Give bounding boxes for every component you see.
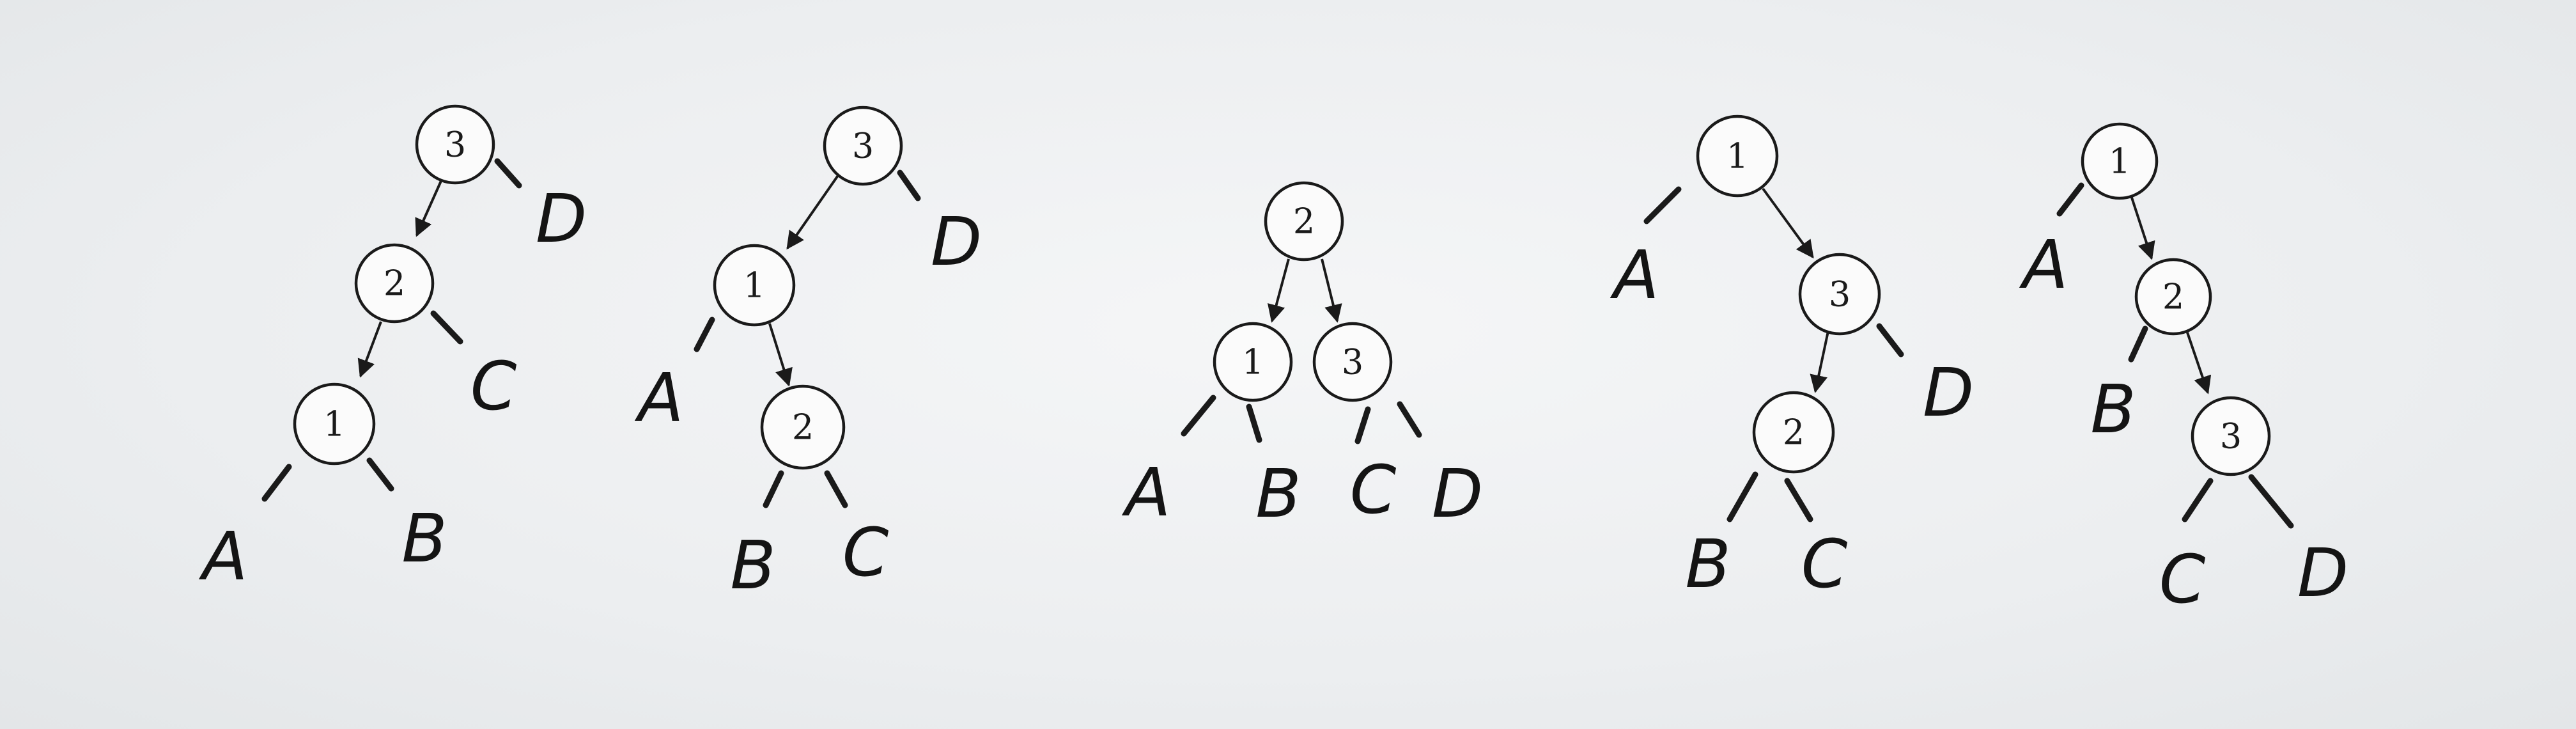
tree-node: 1 xyxy=(1213,322,1293,402)
stub-edge-1-left xyxy=(261,464,292,502)
edge-2-to-3 xyxy=(2186,332,2212,395)
tree-node-label: 1 xyxy=(2109,141,2130,182)
tree-node-label: 3 xyxy=(1342,342,1363,382)
tree-node-label: 1 xyxy=(1726,136,1748,176)
stub-edge-1-right xyxy=(366,457,394,492)
edge-2-to-3 xyxy=(1321,258,1342,323)
stub-edge-1-left xyxy=(1181,395,1216,437)
tree-node-label: 3 xyxy=(852,126,874,166)
leaf-label: B xyxy=(730,526,775,604)
stub-edge-2-right xyxy=(824,470,848,508)
stub-edge-3-right xyxy=(2248,474,2294,529)
tree-node: 2 xyxy=(1752,391,1835,474)
leaf-label: A xyxy=(634,359,683,437)
tree-node: 1 xyxy=(293,382,376,466)
leaf-label: B xyxy=(1685,525,1730,603)
leaf-label: C xyxy=(842,513,889,592)
tree-node: 3 xyxy=(823,106,903,186)
edge-3-to-2 xyxy=(1810,331,1829,393)
tree-node: 1 xyxy=(2081,122,2159,200)
leaf-label: D xyxy=(1432,455,1483,533)
edge-1-to-3 xyxy=(1762,187,1814,259)
leaf-label: A xyxy=(1610,236,1659,314)
tree-node-label: 3 xyxy=(2220,416,2242,457)
leaf-label: A xyxy=(198,517,247,595)
tree-node-label: 2 xyxy=(1783,412,1804,453)
stub-edge-2-left xyxy=(2128,325,2148,363)
leaf-label: A xyxy=(2019,226,2068,304)
tree-node: 1 xyxy=(1696,114,1779,198)
edge-3-to-2 xyxy=(415,180,442,237)
stub-edge-3-right xyxy=(1876,323,1904,357)
tree-node-label: 2 xyxy=(2162,277,2184,317)
leaf-label: C xyxy=(1801,525,1848,603)
tree-node-label: 3 xyxy=(1829,274,1851,315)
leaf-label: B xyxy=(401,499,447,577)
tree-1: 3 2 1 A B C D xyxy=(198,104,587,595)
stub-edge-1-left xyxy=(2056,182,2084,217)
stub-edge-3-right xyxy=(494,158,522,189)
tree-node: 2 xyxy=(2134,258,2212,336)
leaf-label: B xyxy=(2090,370,2136,448)
tree-node: 1 xyxy=(713,244,796,327)
stub-edge-2-left xyxy=(763,470,784,508)
leaf-label: C xyxy=(470,347,517,425)
tree-node: 2 xyxy=(1264,181,1344,262)
leaf-label: C xyxy=(2159,540,2206,618)
tree-node-label: 1 xyxy=(323,404,345,444)
tree-node-label: 2 xyxy=(1293,201,1315,242)
tree-node-label: 1 xyxy=(1242,342,1264,382)
tree-node: 3 xyxy=(415,104,495,185)
edge-2-to-1 xyxy=(1268,258,1290,323)
tree-5: 1 2 3 A B C D xyxy=(2019,122,2348,618)
leaf-label: D xyxy=(2297,534,2348,612)
stub-edge-1-right xyxy=(1246,404,1262,443)
stub-edge-3-right xyxy=(1397,401,1422,438)
stub-edge-1-left xyxy=(694,317,715,352)
tree-node: 3 xyxy=(2191,396,2271,476)
leaf-label: C xyxy=(1350,451,1397,529)
edge-3-to-1 xyxy=(786,173,840,250)
stub-edge-3-left xyxy=(2182,478,2214,522)
stub-edge-1-left xyxy=(1643,186,1682,224)
leaf-label: B xyxy=(1255,455,1301,533)
edge-1-to-2 xyxy=(2130,195,2155,260)
tree-node-label: 3 xyxy=(444,125,466,165)
leaf-label: D xyxy=(1923,354,1974,432)
tree-node: 2 xyxy=(760,384,846,470)
tree-node: 3 xyxy=(1798,253,1881,336)
stub-edge-2-right xyxy=(430,310,463,345)
tree-node: 3 xyxy=(1312,322,1393,402)
stub-edge-2-right xyxy=(1784,478,1813,522)
stub-edge-2-left xyxy=(1726,471,1758,522)
leaf-label: A xyxy=(1121,453,1170,531)
edge-2-to-1 xyxy=(357,321,382,378)
tree-2: 3 1 2 A B C D xyxy=(634,106,982,604)
tree-node-label: 1 xyxy=(743,265,765,306)
tree-3: 2 1 3 A B C D xyxy=(1121,181,1483,533)
leaf-label: D xyxy=(931,203,982,281)
leaf-label: D xyxy=(536,180,587,258)
tree-node: 2 xyxy=(354,243,435,324)
stub-edge-3-right xyxy=(897,169,921,201)
tree-node-label: 2 xyxy=(384,263,405,304)
tree-4: 1 3 2 A B C D xyxy=(1610,114,1974,603)
tree-node-label: 2 xyxy=(792,407,814,448)
edge-1-to-2 xyxy=(768,323,793,387)
stub-edge-3-left xyxy=(1354,406,1371,444)
